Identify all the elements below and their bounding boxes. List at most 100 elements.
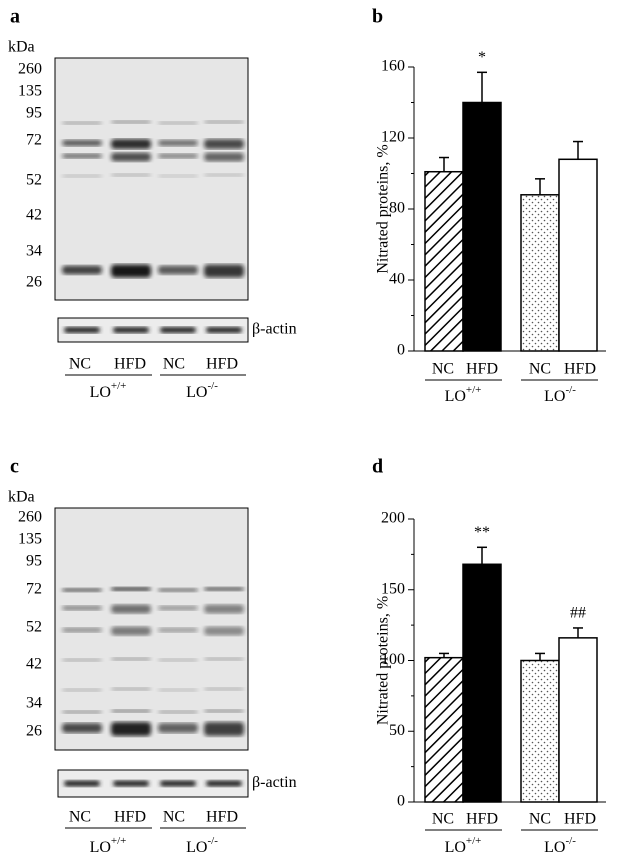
lane-label: HFD <box>206 809 238 826</box>
band <box>206 780 242 787</box>
panel-label: d <box>372 456 383 478</box>
lane-label: HFD <box>114 356 146 373</box>
band <box>204 264 244 278</box>
band <box>111 722 151 736</box>
band <box>204 687 244 691</box>
group-text: LO <box>90 839 111 856</box>
band <box>204 152 244 162</box>
group-label: LO-/- <box>186 380 218 401</box>
marker-label: 42 <box>26 656 42 673</box>
band <box>62 153 102 159</box>
group-text: LO <box>544 839 565 856</box>
y-tick-label: 160 <box>381 58 405 75</box>
x-tick-label: NC <box>529 361 551 378</box>
bar <box>462 563 502 803</box>
marker-label: 135 <box>18 83 42 100</box>
marker-label: 52 <box>26 172 42 189</box>
bar <box>558 637 598 803</box>
band <box>113 327 149 333</box>
band <box>111 139 151 149</box>
marker-label: 95 <box>26 553 42 570</box>
group-superscript: -/- <box>565 384 576 396</box>
significance-label: * <box>478 49 486 66</box>
group-text: LO <box>186 384 207 401</box>
band <box>62 710 102 714</box>
band <box>158 153 198 159</box>
group-superscript: +/+ <box>111 380 126 392</box>
x-tick-label: NC <box>432 811 454 828</box>
band <box>62 605 102 611</box>
panel-label: c <box>10 456 19 478</box>
bar <box>424 170 464 352</box>
group-text: LO <box>90 384 111 401</box>
band <box>158 121 198 125</box>
marker-label: 135 <box>18 531 42 548</box>
group-text: LO <box>186 839 207 856</box>
band <box>111 687 151 691</box>
band <box>111 626 151 636</box>
bar <box>462 101 502 352</box>
band <box>158 265 198 275</box>
band <box>158 605 198 611</box>
band <box>158 174 198 178</box>
x-tick-label: HFD <box>564 361 596 378</box>
loading-control-label: β-actin <box>252 321 297 338</box>
y-tick-label: 100 <box>381 651 405 668</box>
band <box>62 140 102 146</box>
y-tick-label: 80 <box>389 200 405 217</box>
band <box>204 587 244 591</box>
marker-label: 95 <box>26 105 42 122</box>
x-tick-label: HFD <box>466 361 498 378</box>
group-label: LO+/+ <box>445 384 482 405</box>
group-label: LO-/- <box>544 835 576 856</box>
band <box>111 173 151 177</box>
y-axis-label: Nitrated proteins, % <box>375 596 392 725</box>
band <box>64 327 100 333</box>
marker-label: 34 <box>26 243 42 260</box>
y-tick-label: 200 <box>381 510 405 527</box>
marker-label: 260 <box>18 509 42 526</box>
band <box>160 780 196 787</box>
band <box>158 140 198 146</box>
band <box>158 723 198 733</box>
x-tick-label: HFD <box>466 811 498 828</box>
y-tick-label: 40 <box>389 271 405 288</box>
group-superscript: -/- <box>207 380 218 392</box>
significance-label: ** <box>474 524 490 541</box>
band <box>158 710 198 714</box>
band <box>111 657 151 661</box>
band <box>62 658 102 662</box>
x-tick-label: HFD <box>564 811 596 828</box>
bar <box>424 656 464 803</box>
band <box>204 120 244 124</box>
marker-label: 72 <box>26 132 42 149</box>
group-label: LO+/+ <box>445 835 482 856</box>
marker-label: 42 <box>26 207 42 224</box>
marker-label: 260 <box>18 61 42 78</box>
group-text: LO <box>445 388 466 405</box>
group-text: LO <box>445 839 466 856</box>
band <box>113 780 149 787</box>
band <box>204 709 244 713</box>
band <box>62 174 102 178</box>
lane-label: NC <box>163 809 185 826</box>
group-label: LO+/+ <box>90 835 127 856</box>
significance-label: ## <box>570 605 586 622</box>
band <box>158 588 198 592</box>
band <box>111 709 151 713</box>
bar <box>520 194 560 352</box>
band <box>64 780 100 787</box>
y-tick-label: 50 <box>389 722 405 739</box>
blot <box>54 57 249 301</box>
lane-label: HFD <box>206 356 238 373</box>
band <box>111 120 151 124</box>
bar <box>558 158 598 352</box>
y-axis-label: Nitrated proteins, % <box>375 144 392 273</box>
group-superscript: +/+ <box>111 835 126 847</box>
band <box>62 627 102 633</box>
band <box>111 604 151 614</box>
panel-label: b <box>372 6 383 28</box>
band <box>158 658 198 662</box>
bar <box>520 659 560 803</box>
